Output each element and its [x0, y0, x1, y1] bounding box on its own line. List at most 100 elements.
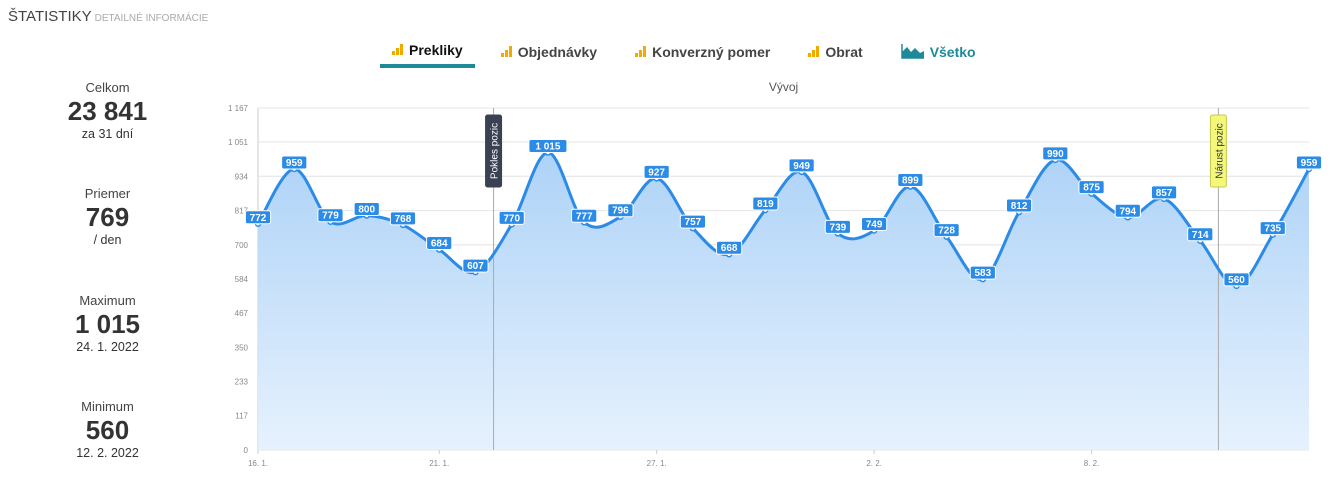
- data-label-bg: [607, 203, 634, 218]
- data-label-bg: [498, 210, 525, 225]
- data-label: 684: [431, 239, 448, 250]
- data-label: 959: [286, 158, 303, 169]
- page-title: ŠTATISTIKY: [8, 8, 92, 25]
- stat-sub: 12. 2. 2022: [76, 446, 139, 460]
- data-label-bg: [462, 258, 489, 273]
- tab-konverzny-pomer[interactable]: Konverzný pomer: [623, 36, 782, 68]
- data-label-bg: [528, 139, 568, 154]
- data-label: 560: [1228, 275, 1245, 286]
- data-label: 796: [612, 206, 629, 217]
- data-label-bg: [281, 155, 308, 170]
- y-tick-label: 1 051: [228, 138, 249, 147]
- stat-label: Celkom: [85, 80, 130, 95]
- y-tick-label: 233: [235, 378, 249, 387]
- y-tick-label: 350: [235, 343, 249, 352]
- stat-sub: za 31 dní: [81, 127, 134, 141]
- data-label: 735: [1264, 224, 1281, 235]
- stat-label: Priemer: [84, 186, 131, 201]
- annotation-box: [1209, 114, 1227, 188]
- data-label-bg: [716, 240, 743, 255]
- data-label-bg: [426, 236, 453, 251]
- data-label-bg: [752, 196, 779, 211]
- data-label-bg: [933, 223, 960, 238]
- data-label: 607: [467, 261, 484, 272]
- x-tick-label: 16. 1.: [248, 459, 268, 468]
- data-label: 800: [358, 205, 375, 216]
- data-label-bg: [1259, 221, 1286, 236]
- tab-label: Všetko: [929, 44, 976, 60]
- area-chart-icon: [900, 43, 925, 62]
- data-label: 857: [1156, 188, 1173, 199]
- data-label-bg: [1187, 227, 1214, 242]
- data-label: 819: [757, 199, 774, 210]
- data-label-bg: [788, 158, 815, 173]
- stat-value: 1 015: [74, 309, 141, 339]
- stat-value: 769: [85, 202, 130, 232]
- stat-sub: 24. 1. 2022: [76, 340, 139, 354]
- tab-vsetko[interactable]: Všetko: [889, 36, 988, 68]
- tab-prekliky[interactable]: Prekliky: [380, 36, 475, 68]
- y-tick-label: 934: [235, 172, 249, 181]
- y-tick-label: 584: [235, 275, 249, 284]
- bar-chart-icon: [500, 44, 513, 60]
- data-label-bg: [1078, 180, 1105, 195]
- page-subtitle: DETAILNÉ INFORMÁCIE: [94, 13, 209, 24]
- tab-label: Obrat: [825, 44, 863, 60]
- data-label-bg: [861, 216, 888, 231]
- data-label: 749: [866, 219, 883, 230]
- annotation-box: [485, 114, 503, 188]
- stat-total: Celkom 23 841 za 31 dní: [0, 80, 215, 141]
- annotation-label: Nárust pozic: [1214, 123, 1225, 179]
- tab-objednavky[interactable]: Objednávky: [489, 36, 609, 68]
- data-label-bg: [353, 202, 380, 217]
- stat-label: Maximum: [79, 293, 136, 308]
- chart-title: Vývoj: [769, 80, 798, 94]
- data-label-bg: [643, 164, 670, 179]
- y-tick-label: 1 167: [228, 104, 249, 113]
- data-label: 714: [1192, 230, 1209, 241]
- bar-chart-icon: [808, 44, 820, 60]
- data-label: 757: [685, 217, 702, 228]
- data-label-bg: [389, 211, 417, 226]
- data-label: 959: [1301, 158, 1318, 169]
- stat-sub: / den: [93, 233, 122, 247]
- tab-obrat[interactable]: Obrat: [796, 36, 874, 68]
- series-area: [258, 152, 1309, 450]
- x-tick-label: 8. 2.: [1084, 459, 1100, 468]
- data-label-bg: [1150, 185, 1178, 200]
- data-label: 583: [974, 268, 991, 279]
- tab-bar: Prekliky Objednávky Konverzný pomer Obra…: [380, 36, 1002, 68]
- x-tick-label: 21. 1.: [429, 459, 449, 468]
- data-label-bg: [824, 219, 851, 234]
- data-label-bg: [317, 208, 344, 223]
- data-label: 770: [503, 213, 520, 224]
- data-label: 899: [902, 176, 919, 187]
- data-label: 875: [1083, 183, 1100, 194]
- stat-minimum: Minimum 560 12. 2. 2022: [0, 399, 215, 460]
- data-label-bg: [897, 173, 924, 188]
- data-label: 772: [250, 213, 267, 224]
- data-label: 812: [1011, 201, 1028, 212]
- data-label-bg: [1223, 272, 1250, 287]
- stat-value: 23 841: [67, 96, 148, 126]
- data-label: 990: [1047, 149, 1064, 160]
- data-label-bg: [244, 210, 272, 225]
- tab-label: Prekliky: [409, 42, 463, 58]
- data-label-bg: [1005, 198, 1033, 213]
- data-label: 728: [938, 226, 955, 237]
- data-label: 768: [395, 214, 412, 225]
- data-label: 739: [830, 222, 847, 233]
- x-tick-label: 27. 1.: [647, 459, 667, 468]
- data-label: 794: [1119, 206, 1136, 217]
- data-label-bg: [969, 265, 996, 280]
- data-label: 777: [576, 211, 593, 222]
- data-label: 668: [721, 243, 738, 254]
- x-tick-label: 2. 2.: [866, 459, 882, 468]
- data-label-bg: [1114, 203, 1141, 218]
- bar-chart-icon: [635, 44, 647, 60]
- data-label-bg: [1042, 146, 1069, 161]
- data-label: 927: [648, 167, 665, 178]
- stat-value: 560: [85, 415, 130, 445]
- data-label-bg: [571, 208, 598, 223]
